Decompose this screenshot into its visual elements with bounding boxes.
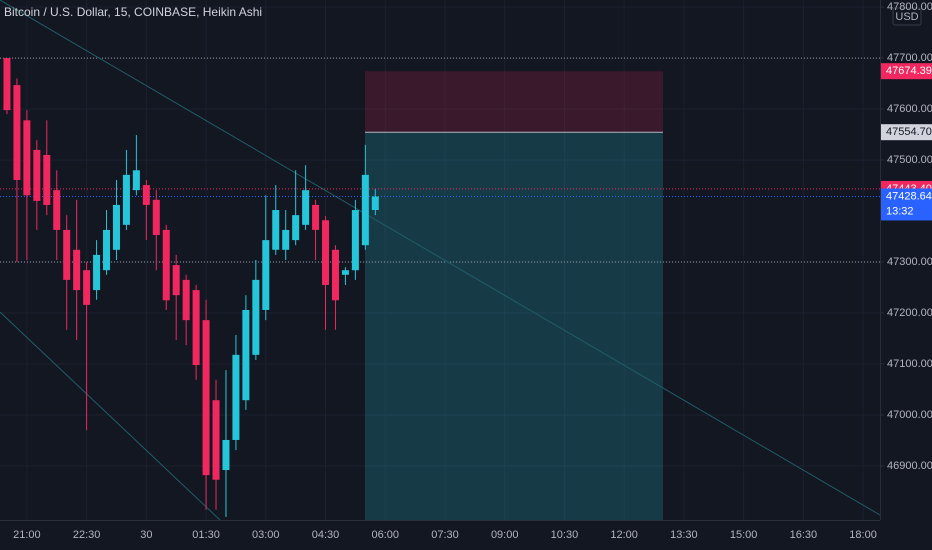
target-zone <box>365 132 663 521</box>
x-tick-label: 18:00 <box>849 529 877 541</box>
candle-body <box>242 309 250 401</box>
candle-body <box>182 279 190 321</box>
candle-body <box>103 229 111 271</box>
y-tick-label: 47500.00 <box>887 154 932 166</box>
chart-title: Bitcoin / U.S. Dollar, 15, COINBASE, Hei… <box>4 5 262 19</box>
candle-body <box>292 215 300 241</box>
x-tick-label: 13:30 <box>670 529 698 541</box>
candle-body <box>112 204 120 250</box>
price-label-bg <box>881 124 932 141</box>
trend-line[interactable] <box>0 0 881 516</box>
candle-body <box>13 85 21 180</box>
stop-zone <box>365 71 663 133</box>
candle-body <box>93 254 101 291</box>
x-tick-label: 09:00 <box>491 529 519 541</box>
price-label: 47674.39 <box>886 65 932 77</box>
x-tick-label: 30 <box>140 529 152 541</box>
x-tick-label: 06:00 <box>371 529 399 541</box>
currency-badge[interactable] <box>892 7 922 26</box>
candle-body <box>23 120 31 196</box>
x-tick-label: 03:00 <box>252 529 280 541</box>
candle-body <box>282 229 290 250</box>
candle-body <box>331 249 339 301</box>
candle-body <box>3 58 11 111</box>
candle-body <box>252 279 260 355</box>
candle-body <box>351 210 359 271</box>
y-tick-label: 47200.00 <box>887 307 932 319</box>
candle-body <box>232 354 240 440</box>
candle-body <box>341 270 349 275</box>
price-label-bg <box>881 63 932 80</box>
candle-body <box>162 229 170 301</box>
x-tick-label: 12:00 <box>610 529 638 541</box>
candle-body <box>302 190 310 225</box>
candle-body <box>63 229 71 280</box>
price-label-bg <box>881 188 932 221</box>
y-tick-label: 47100.00 <box>887 358 932 370</box>
candle-body <box>172 265 180 296</box>
candle-body <box>262 240 270 310</box>
candle-body <box>272 210 280 250</box>
price-label: 47554.70 <box>886 126 932 138</box>
trend-line[interactable] <box>0 311 221 521</box>
candle-body <box>73 249 81 291</box>
candle-body <box>371 196 379 211</box>
candle-body <box>132 170 140 191</box>
candle-body <box>33 149 41 201</box>
candle-body <box>43 154 51 205</box>
price-label: 47428.64 <box>886 190 932 202</box>
x-tick-label: 21:00 <box>13 529 41 541</box>
y-tick-label: 47600.00 <box>887 103 932 115</box>
y-tick-label: 47700.00 <box>887 52 932 64</box>
candle-body <box>192 290 200 366</box>
x-tick-label: 16:30 <box>790 529 818 541</box>
candle-body <box>202 320 210 476</box>
x-tick-label: 07:30 <box>431 529 459 541</box>
candle-body <box>361 174 369 246</box>
candle-body <box>212 400 220 480</box>
candle-body <box>152 199 160 236</box>
countdown: 13:32 <box>886 205 914 217</box>
y-tick-label: 47800.00 <box>887 1 932 13</box>
candle-body <box>53 190 61 230</box>
x-tick-label: 10:30 <box>551 529 579 541</box>
y-tick-label: 46900.00 <box>887 460 932 472</box>
y-tick-label: 47300.00 <box>887 256 932 268</box>
candle-body <box>122 174 130 225</box>
x-tick-label: 15:00 <box>730 529 758 541</box>
x-tick-label: 22:30 <box>73 529 101 541</box>
candle-body <box>312 204 320 230</box>
x-tick-label: 04:30 <box>312 529 340 541</box>
currency: USD <box>895 11 918 23</box>
candle-body <box>83 270 91 305</box>
x-tick-label: 01:30 <box>192 529 220 541</box>
candle-body <box>142 185 150 205</box>
candle-body <box>322 220 330 285</box>
y-tick-label: 47000.00 <box>887 409 932 421</box>
candle-body <box>222 439 230 471</box>
